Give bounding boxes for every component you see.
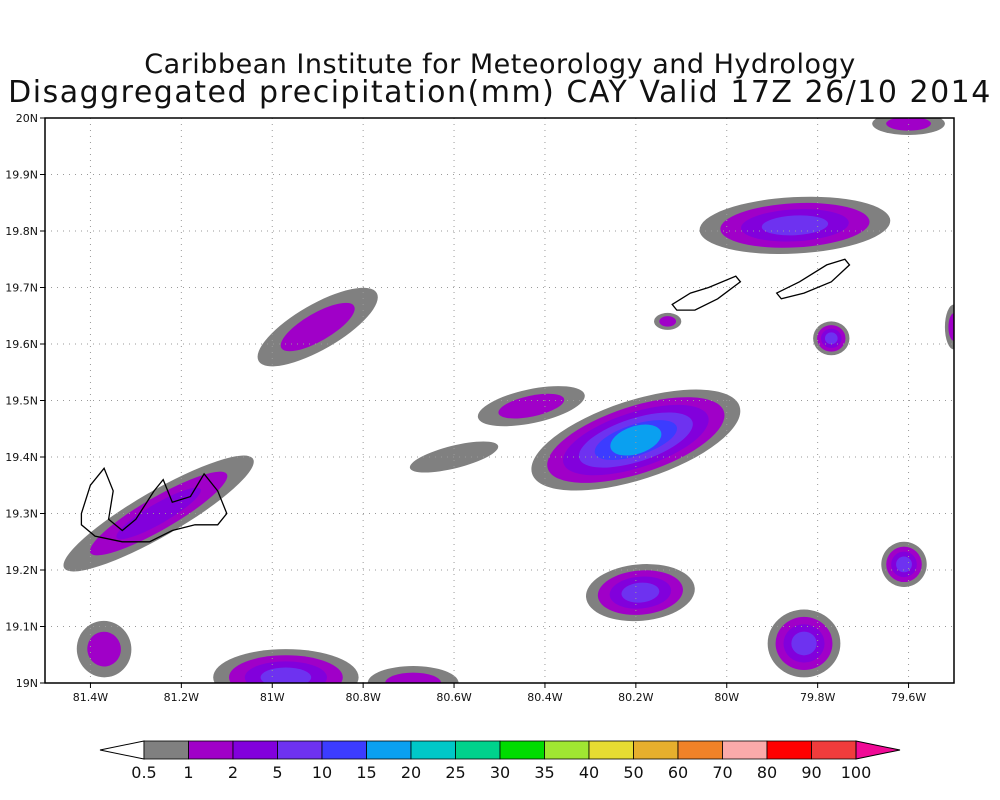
island-grand-cayman: [80, 467, 228, 543]
colorbar-label: 100: [841, 763, 872, 782]
precip-area-cell-near-cayman-brac: [654, 312, 682, 330]
precip-area-cell-south-mid: [367, 666, 459, 683]
lat-tick-label: 19.6N: [5, 338, 38, 351]
colorbar-box: [633, 740, 679, 760]
colorbar-box: [277, 740, 323, 760]
colorbar-label: 0.5: [131, 763, 156, 782]
lon-tick-label: 80.4W: [527, 691, 562, 704]
colorbar-box: [232, 740, 278, 760]
colorbar-label: 35: [534, 763, 554, 782]
colorbar-box: [766, 740, 812, 760]
lat-tick-label: 19.5N: [5, 395, 38, 408]
colorbar-label: 60: [668, 763, 688, 782]
precip-contour-level-2: [280, 302, 355, 352]
precip-area-cell-east-small: [881, 541, 927, 587]
precip-area-cell-center-main: [531, 389, 741, 491]
precip-contour-level-2: [948, 313, 954, 341]
colorbar-label: 90: [801, 763, 821, 782]
precipitation-layer: [63, 118, 954, 683]
lat-tick-label: 19.1N: [5, 621, 38, 634]
lon-tick-label: 80.6W: [436, 691, 471, 704]
island-little-cayman: [775, 258, 851, 300]
lat-tick-label: 19.3N: [5, 508, 38, 521]
colorbar-label: 20: [401, 763, 421, 782]
lon-tick-label: 81.4W: [73, 691, 108, 704]
precip-contour-level-2: [498, 393, 565, 419]
lat-tick-label: 19.2N: [5, 564, 38, 577]
colorbar: 0.5 1 2 5 10 15 20 25 30 35 40 50 60 70 80 90 100: [99, 740, 901, 782]
colorbar-box: [811, 740, 857, 760]
latitude-ticks: 19N 19.1N 19.2N 19.3N 19.4N 19.5N 19.6N 19.7N 19…: [5, 112, 45, 690]
lat-tick-label: 19.7N: [5, 282, 38, 295]
colorbar-label: 15: [356, 763, 376, 782]
colorbar-box: [143, 740, 189, 760]
precip-area-cell-south-west: [213, 649, 359, 683]
lat-tick-label: 20N: [16, 112, 38, 125]
precip-area-cell-center-north: [477, 386, 585, 427]
precip-contour-level-4: [791, 631, 817, 656]
title-line-2: Disaggregated precipitation(mm) CAY Vali…: [8, 75, 992, 110]
precip-area-cell-south-center: [586, 564, 695, 622]
precip-contour-level-4: [824, 332, 838, 345]
precip-area-cell-north-edge: [872, 118, 945, 135]
colorbar-label: 25: [445, 763, 465, 782]
colorbar-label: 5: [272, 763, 282, 782]
island-cayman-brac: [671, 275, 742, 311]
colorbar-box: [544, 740, 590, 760]
lon-tick-label: 80W: [714, 691, 739, 704]
precip-area-cell-ne-large: [699, 196, 891, 255]
lon-tick-label: 80.2W: [618, 691, 653, 704]
colorbar-box: [366, 740, 412, 760]
lon-tick-label: 79.6W: [891, 691, 926, 704]
precip-area-cell-sw: [76, 620, 132, 678]
colorbar-label: 10: [312, 763, 332, 782]
precip-contour-level-4: [896, 556, 912, 573]
colorbar-box: [677, 740, 723, 760]
lon-tick-label: 80.8W: [345, 691, 380, 704]
colorbar-box: [410, 740, 456, 760]
lat-tick-label: 19.8N: [5, 225, 38, 238]
colorbar-label: 50: [623, 763, 643, 782]
colorbar-label: 70: [712, 763, 732, 782]
precip-contour-level-1: [409, 441, 499, 473]
lon-tick-label: 79.8W: [800, 691, 835, 704]
island-outlines: [80, 258, 851, 543]
longitude-ticks: 81.4W 81.2W 81W 80.8W 80.6W 80.4W 80.2W 80W 79.8…: [73, 683, 926, 704]
colorbar-high-arrow: [855, 740, 901, 760]
precip-contour-level-2: [87, 631, 121, 667]
colorbar-label: 40: [579, 763, 599, 782]
precip-contour-level-3: [116, 487, 201, 540]
colorbar-box: [188, 740, 234, 760]
lon-tick-label: 81.2W: [164, 691, 199, 704]
lat-tick-label: 19.4N: [5, 451, 38, 464]
precip-contour-level-4: [621, 582, 660, 603]
precip-area-cell-center-west: [409, 441, 499, 473]
precip-area-cell-se: [767, 609, 841, 678]
lat-tick-label: 19.9N: [5, 169, 38, 182]
grid-lines: [45, 118, 954, 683]
precip-contour-level-2: [385, 672, 442, 683]
precip-contour-level-4: [260, 667, 312, 683]
colorbar-box: [499, 740, 545, 760]
colorbar-box: [588, 740, 634, 760]
precip-area-cell-ne-small: [813, 321, 850, 356]
colorbar-label: 30: [490, 763, 510, 782]
lon-tick-label: 81W: [260, 691, 285, 704]
colorbar-box: [321, 740, 367, 760]
precip-contour-level-4: [761, 215, 829, 236]
colorbar-box: [455, 740, 501, 760]
precip-area-cell-east-edge: [944, 304, 954, 350]
lat-tick-label: 19N: [16, 677, 38, 690]
precip-contour-level-2: [659, 316, 677, 327]
colorbar-label: 1: [183, 763, 193, 782]
colorbar-label: 80: [757, 763, 777, 782]
colorbar-box: [722, 740, 768, 760]
precip-contour-level-6: [610, 424, 662, 456]
colorbar-label: 2: [228, 763, 238, 782]
precip-area-cell-nw-band: [257, 287, 378, 367]
title-line-1: Caribbean Institute for Meteorology and …: [144, 49, 856, 80]
colorbar-low-arrow: [99, 740, 145, 760]
